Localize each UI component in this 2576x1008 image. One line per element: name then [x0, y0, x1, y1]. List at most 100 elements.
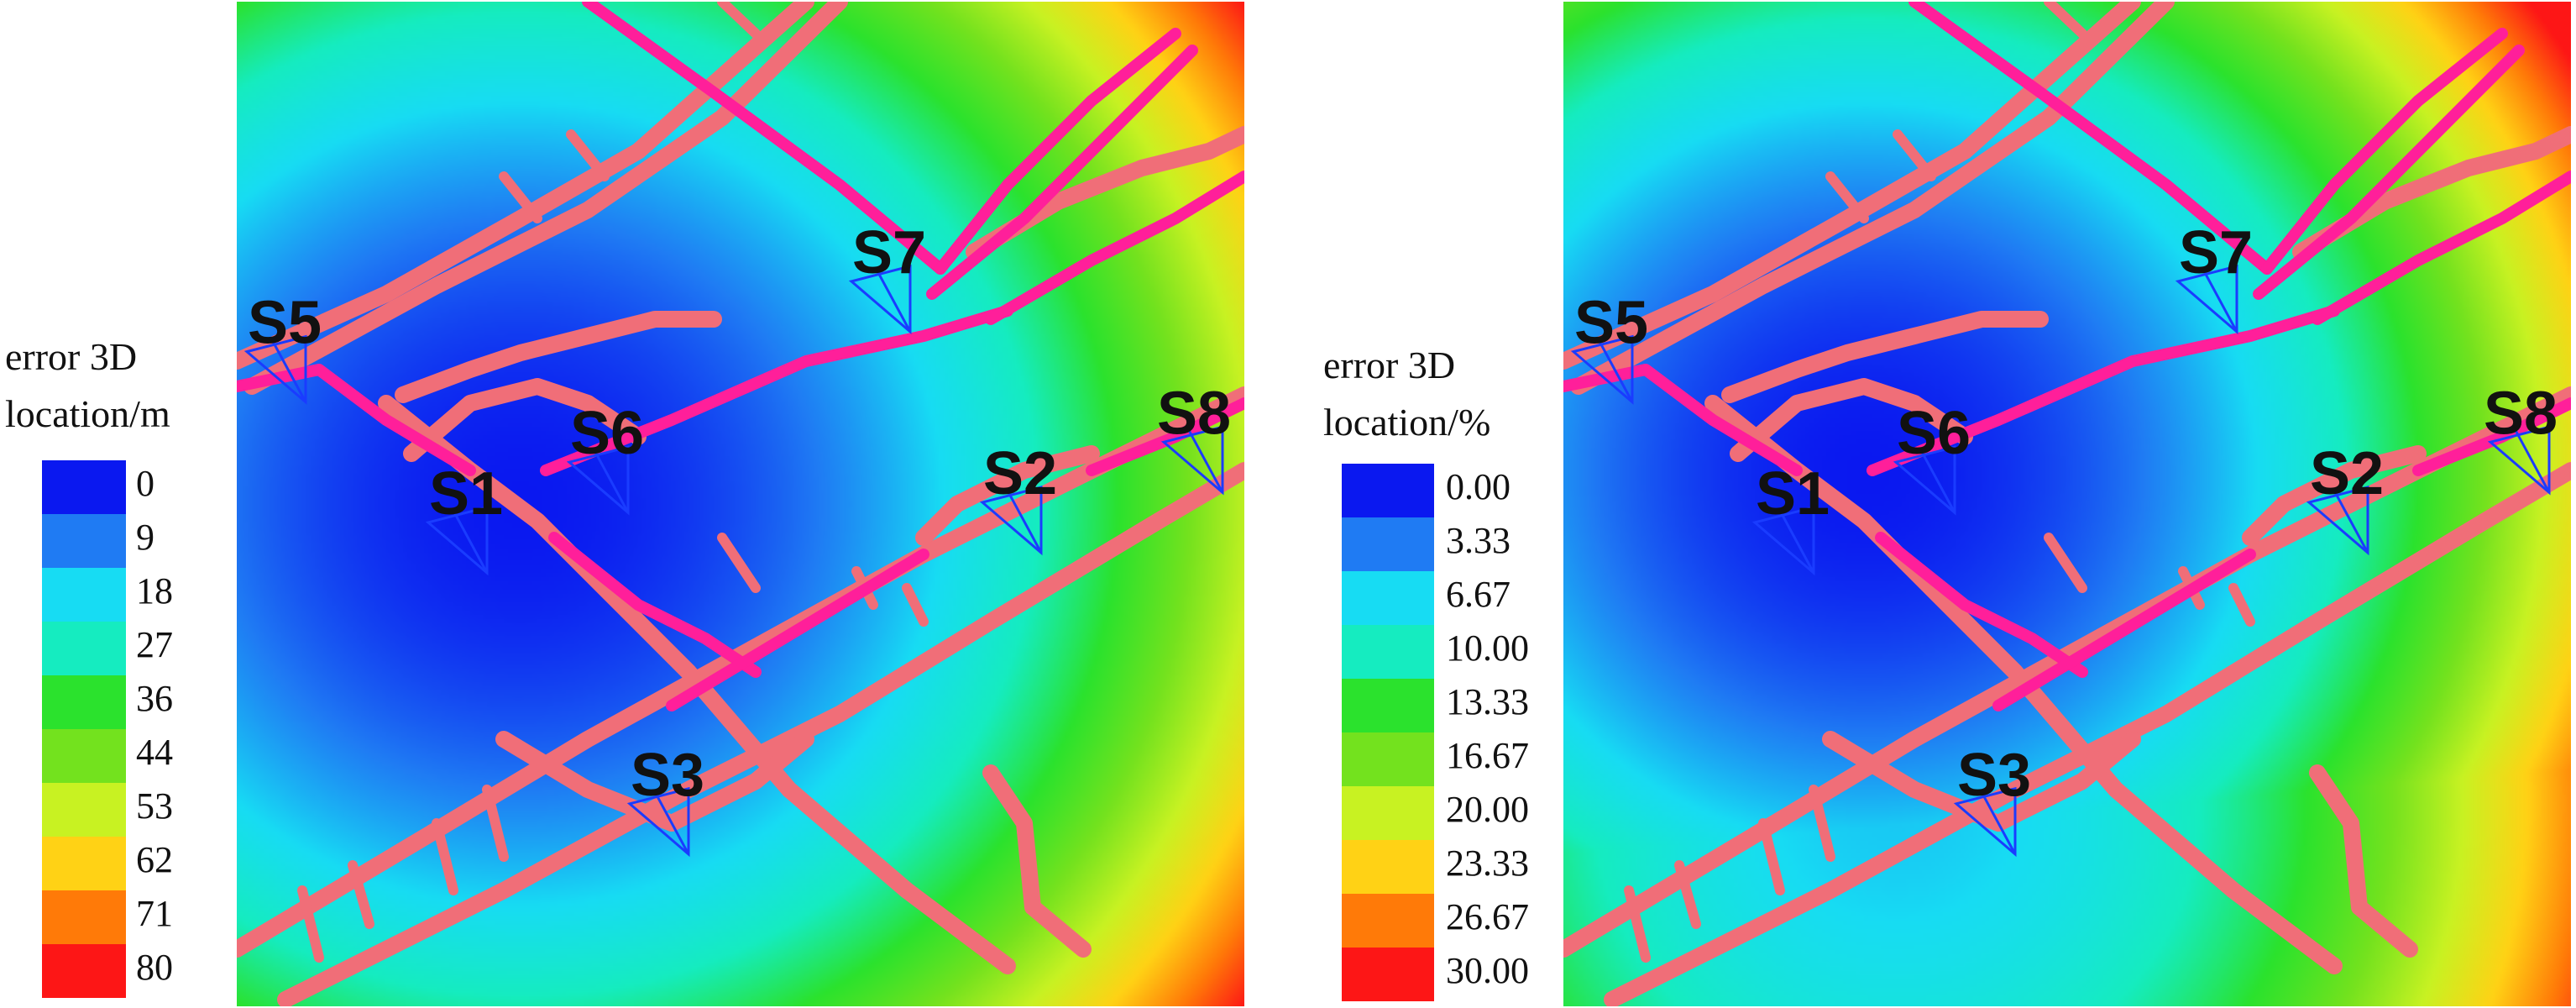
tunnel-branch — [297, 885, 324, 963]
legend-swatch — [42, 944, 126, 998]
legend-swatch — [42, 729, 126, 783]
station-marker — [626, 786, 690, 858]
legend-tick-label: 13.33 — [1446, 681, 1529, 722]
tunnel-branch — [717, 533, 761, 593]
station-label: S6 — [1897, 400, 1971, 467]
legend-title-line-1: error 3D — [1323, 344, 1455, 386]
legend-swatch — [1342, 464, 1434, 517]
station-marker — [2487, 425, 2551, 496]
tunnel — [982, 764, 1092, 958]
legend-percent: error 3D location/% 0.00 3.33 6.67 10.00… — [1323, 344, 1529, 1001]
tunnel-highlight — [2312, 171, 2571, 325]
tunnel — [403, 378, 647, 462]
legend-swatch — [1342, 517, 1434, 571]
tunnel — [2309, 764, 2418, 958]
legend-swatch — [1342, 948, 1434, 1001]
tunnel-highlight — [548, 532, 762, 678]
stations: S5 S6 S1 S7 S2 S8 S3 — [243, 219, 1231, 858]
tunnel-highlight — [582, 2, 946, 275]
tunnel-network — [1563, 2, 2571, 1006]
legend-meters: error 3D location/m 0 9 18 27 36 44 — [5, 335, 173, 998]
station-marker — [566, 445, 630, 516]
tunnel-branch — [482, 785, 509, 862]
legend-tick-label: 0 — [136, 463, 154, 504]
tunnel-highlight — [2412, 397, 2571, 476]
tunnel-network — [237, 2, 1244, 1006]
station-label: S2 — [2310, 440, 2384, 507]
legend-swatch — [1342, 625, 1434, 679]
station-marker — [2202, 269, 2238, 333]
station-label: S7 — [852, 219, 926, 286]
tunnel-branch — [348, 860, 374, 929]
legend-swatches — [1342, 464, 1434, 1001]
tunnel-branch — [717, 2, 761, 39]
legend-swatch — [42, 675, 126, 729]
station-marker — [2306, 486, 2369, 556]
station-label: S8 — [2484, 380, 2558, 447]
tunnel-branch — [432, 818, 458, 895]
panel-meters: error 3D location/m 0 9 18 27 36 44 — [5, 2, 1244, 1006]
station-label: S3 — [1957, 742, 2031, 809]
tunnel-branch — [1624, 885, 1651, 963]
tunnel — [1570, 2, 2175, 395]
station-marker — [1953, 786, 2017, 858]
legend-swatch — [42, 622, 126, 675]
station-marker — [243, 334, 307, 405]
legend-swatch — [1342, 679, 1434, 732]
legend-swatch — [1342, 894, 1434, 948]
station-marker — [452, 510, 489, 574]
station-marker — [1160, 425, 1224, 496]
legend-swatch — [42, 460, 126, 514]
station-marker — [1597, 339, 1634, 403]
tunnel-highlight — [1086, 397, 1244, 476]
station-marker — [1751, 506, 1815, 576]
legend-swatch — [42, 514, 126, 568]
station-marker — [1980, 791, 2017, 855]
heatmap-panel-percent: S5 S6 S1 S7 S2 S8 S3 — [1563, 2, 2571, 1006]
tunnel-highlight — [2253, 45, 2525, 300]
legend-swatch — [1342, 840, 1434, 894]
legend-tick-label: 80 — [136, 947, 173, 988]
legend-title-line-2: location/% — [1323, 401, 1490, 444]
station-marker — [979, 486, 1043, 556]
station-marker — [1778, 510, 1815, 574]
station-label: S3 — [631, 742, 704, 809]
tunnel-highlight — [935, 28, 1181, 275]
tunnel-branch — [1758, 818, 1785, 895]
tunnel-branch — [499, 171, 542, 223]
station-marker — [2175, 264, 2238, 335]
station-label: S5 — [248, 290, 322, 357]
station-marker — [1919, 449, 1956, 513]
station-label: S1 — [429, 460, 503, 528]
tunnel-highlight — [926, 45, 1198, 300]
legend-tick-label: 44 — [136, 732, 173, 773]
legend-ticks: 0.00 3.33 6.67 10.00 13.33 16.67 20.00 2… — [1446, 466, 1529, 991]
legend-tick-label: 10.00 — [1446, 627, 1529, 669]
legend-tick-label: 62 — [136, 839, 173, 880]
legend-tick-label: 53 — [136, 785, 173, 827]
station-label: S1 — [1756, 460, 1830, 528]
legend-tick-label: 9 — [136, 517, 154, 558]
tunnel — [395, 311, 722, 403]
legend-swatch — [42, 568, 126, 622]
tunnel-branch — [2228, 583, 2255, 627]
legend-tick-label: 30.00 — [1446, 950, 1529, 991]
legend-tick-label: 3.33 — [1446, 520, 1511, 561]
tunnel-highlight — [1992, 549, 2256, 711]
tunnel — [1721, 311, 2049, 403]
heatmap-panel-meters: S5 S6 S1 S7 S2 S8 S3 — [237, 2, 1244, 1006]
tunnel-branch — [902, 583, 929, 627]
station-marker — [1570, 334, 1634, 405]
legend-swatch — [1342, 571, 1434, 625]
station-label: S8 — [1157, 380, 1231, 447]
tunnel — [378, 395, 1016, 974]
tunnel-highlight — [1875, 532, 2088, 678]
legend-tick-label: 27 — [136, 624, 173, 665]
tunnel-branch — [566, 129, 610, 181]
legend-tick-label: 71 — [136, 893, 173, 934]
tunnel-branch — [1809, 785, 1835, 862]
legend-tick-label: 18 — [136, 570, 173, 612]
legend-tick-label: 26.67 — [1446, 896, 1529, 937]
tunnel-branch — [1825, 171, 1869, 223]
